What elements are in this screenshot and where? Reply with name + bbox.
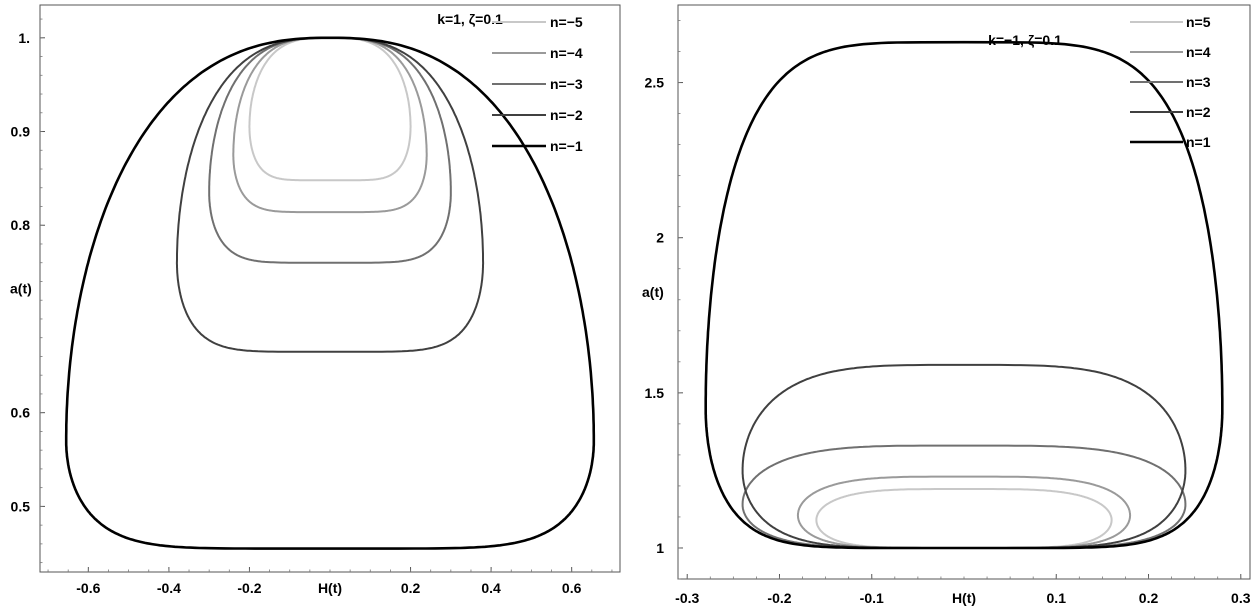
y-tick-label: 0.6 [11,405,31,421]
legend-label: n=−2 [550,107,583,123]
series-curve-2 [796,475,1132,549]
legend-label: n=4 [1186,44,1211,60]
y-tick-label: 1.5 [645,385,665,401]
legend: n=5 n=4 n=3 n=2 n=1 [1130,14,1211,150]
x-tick-label: -0.6 [76,580,100,596]
series-curve-1 [248,36,412,182]
x-tick-label: -0.2 [237,580,261,596]
parameter-annotation: k=−1, ζ=0.1 [988,32,1062,48]
x-tick-label: 0.4 [481,580,501,596]
legend-label: n=−4 [550,45,583,61]
series-curve-1 [815,488,1113,549]
chart-panel-left: -0.6 -0.4 -0.2 0.2 0.4 0.6 0.5 0.6 0.8 0.9 1. H(t) a… [10,4,621,596]
legend-label: n=3 [1186,74,1211,90]
legend-label: n=−1 [550,138,583,154]
series-curve-3 [741,444,1187,549]
series-curve-3 [208,36,452,264]
y-tick-label: 0.8 [11,217,31,233]
x-tick-label: 0.6 [562,580,582,596]
y-axis-label: a(t) [10,281,32,297]
y-tick-label: 0.9 [11,124,31,140]
x-tick-label: 0.2 [1139,590,1159,606]
series-curve-4 [741,363,1187,549]
series-curve-5 [704,40,1224,550]
chart-panel-right: -0.3 -0.2 -0.1 0.1 0.2 0.3 1 1.5 2 2.5 H(t) a(t) k=−… [628,0,1255,609]
x-tick-label: 0.1 [1047,590,1067,606]
legend-label: n=2 [1186,104,1211,120]
x-tick-label: 0.3 [1231,590,1251,606]
legend-label: n=1 [1186,134,1211,150]
y-tick-label: 2.5 [645,75,665,91]
plot-frame [677,4,1251,580]
plot-frame [39,4,621,573]
series-curve-4 [175,36,485,353]
chart-right: -0.3 -0.2 -0.1 0.1 0.2 0.3 1 1.5 2 2.5 H(t) a(t) k=−… [642,4,1251,606]
y-axis-label: a(t) [642,284,664,300]
legend-label: n=−5 [550,14,583,30]
chart-left: -0.6 -0.4 -0.2 0.2 0.4 0.6 0.5 0.6 0.8 0.9 1. H(t) a… [10,4,621,596]
x-tick-label: -0.4 [157,580,181,596]
x-tick-label: -0.3 [675,590,699,606]
legend-label: n=−3 [550,76,583,92]
x-tick-label: -0.1 [860,590,884,606]
parameter-annotation: k=1, ζ=0.1 [437,11,503,27]
y-tick-label: 2 [656,230,664,246]
y-tick-label: 0.5 [11,498,31,514]
legend-label: n=5 [1186,14,1211,30]
x-tick-label: -0.2 [767,590,791,606]
x-tick-label: 0.2 [401,580,421,596]
series-curve-5 [64,36,596,550]
y-tick-label: 1. [18,30,30,46]
x-axis-label: H(t) [318,580,342,596]
legend: n=−5 n=−4 n=−3 n=−2 n=−1 [492,14,583,154]
x-axis-label: H(t) [952,590,976,606]
y-tick-label: 1 [656,540,664,556]
series-curve-2 [232,36,428,214]
